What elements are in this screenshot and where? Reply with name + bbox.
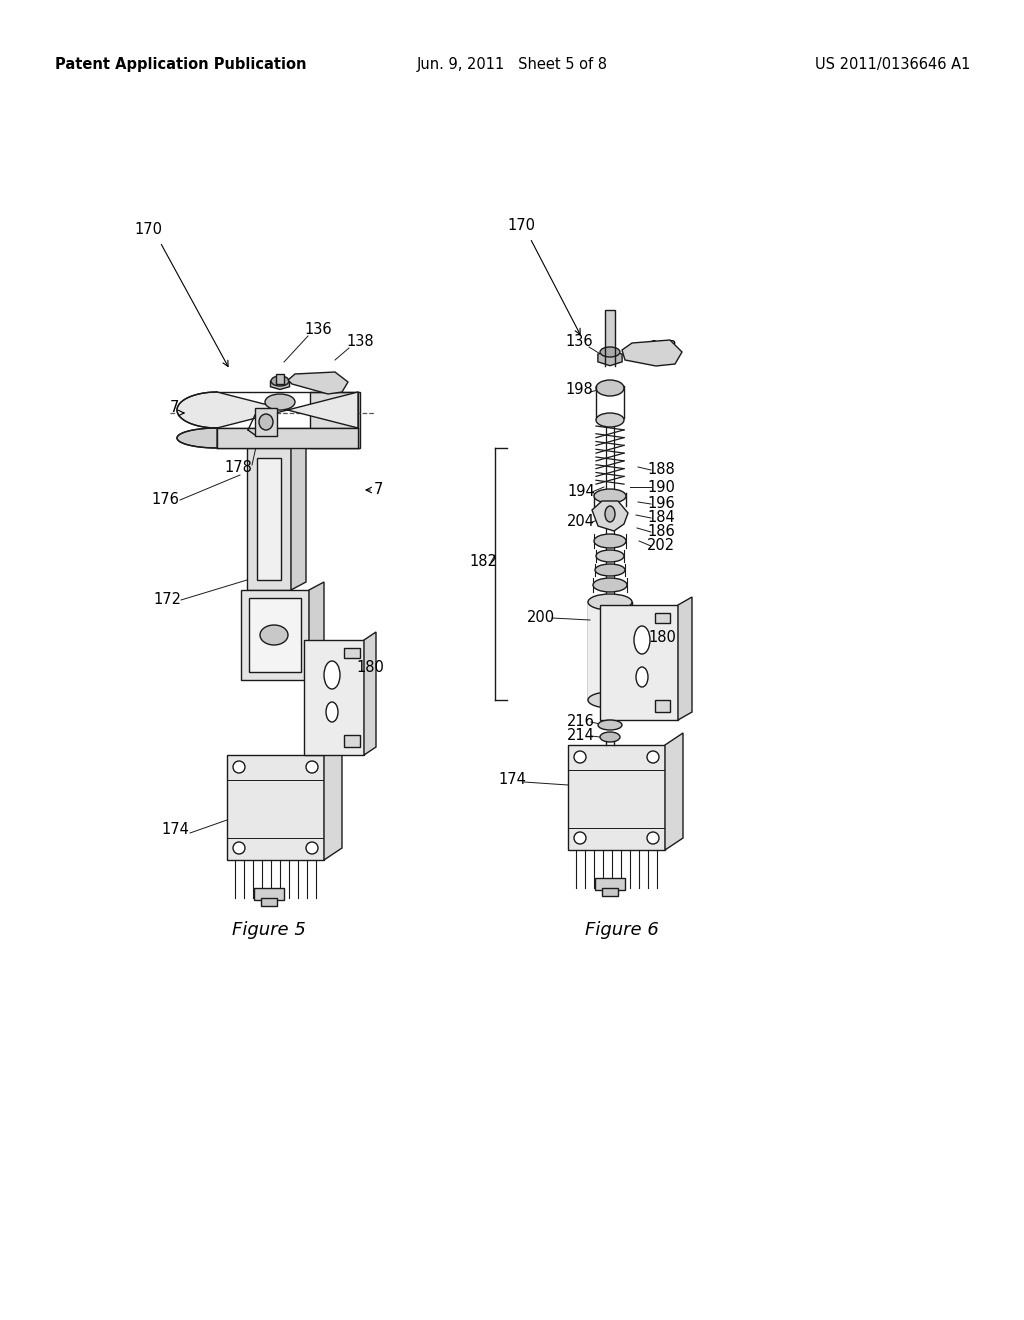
Polygon shape (310, 392, 360, 447)
Text: 174: 174 (498, 772, 526, 788)
Bar (605, 310, 615, 350)
Ellipse shape (596, 550, 624, 562)
Bar (595, 878, 625, 890)
Ellipse shape (233, 762, 245, 774)
Ellipse shape (598, 719, 622, 730)
Bar (249, 598, 301, 672)
Bar (257, 458, 281, 579)
Text: 204: 204 (567, 515, 595, 529)
Bar (255, 408, 278, 436)
Text: 178: 178 (224, 461, 252, 475)
Ellipse shape (600, 347, 620, 356)
Polygon shape (309, 582, 324, 680)
Text: 138: 138 (649, 341, 677, 355)
Text: US 2011/0136646 A1: US 2011/0136646 A1 (815, 58, 970, 73)
Text: 184: 184 (647, 511, 675, 525)
Polygon shape (177, 392, 358, 428)
Ellipse shape (588, 692, 632, 708)
Polygon shape (364, 632, 376, 755)
Bar (261, 898, 278, 906)
Ellipse shape (594, 488, 626, 503)
Text: 182: 182 (469, 554, 497, 569)
Text: 136: 136 (304, 322, 332, 338)
Polygon shape (622, 341, 682, 366)
Polygon shape (270, 379, 290, 389)
Ellipse shape (326, 702, 338, 722)
Ellipse shape (594, 535, 626, 548)
Text: 190: 190 (647, 479, 675, 495)
Ellipse shape (306, 842, 318, 854)
Ellipse shape (260, 624, 288, 645)
Polygon shape (592, 502, 628, 531)
Text: 214: 214 (567, 729, 595, 743)
Text: 176: 176 (152, 492, 179, 507)
Bar (344, 648, 360, 657)
Text: 172: 172 (153, 593, 181, 607)
Ellipse shape (634, 626, 650, 653)
Ellipse shape (596, 380, 624, 396)
Bar (655, 612, 670, 623)
Text: Figure 6: Figure 6 (585, 921, 658, 939)
Text: 180: 180 (356, 660, 384, 676)
Text: 194: 194 (567, 484, 595, 499)
Text: 202: 202 (647, 539, 675, 553)
Text: 186: 186 (647, 524, 675, 540)
Ellipse shape (306, 762, 318, 774)
Polygon shape (324, 743, 342, 861)
Bar (568, 744, 665, 850)
Ellipse shape (324, 661, 340, 689)
Ellipse shape (647, 751, 659, 763)
Text: 198: 198 (565, 383, 593, 397)
Ellipse shape (605, 506, 615, 521)
Bar (254, 888, 284, 900)
Text: 7: 7 (374, 483, 383, 498)
Polygon shape (598, 350, 623, 366)
Text: Patent Application Publication: Patent Application Publication (55, 58, 306, 73)
Text: 170: 170 (134, 223, 162, 238)
Text: 216: 216 (567, 714, 595, 730)
Bar (227, 755, 324, 861)
Polygon shape (177, 428, 217, 447)
Ellipse shape (271, 376, 289, 385)
Text: 188: 188 (647, 462, 675, 478)
Ellipse shape (588, 594, 632, 610)
Ellipse shape (600, 733, 620, 742)
Text: 196: 196 (647, 496, 675, 511)
Bar (276, 374, 284, 384)
Bar (344, 735, 360, 747)
Text: 138: 138 (346, 334, 374, 350)
Bar (602, 888, 618, 896)
Bar (304, 640, 364, 755)
Text: Jun. 9, 2011   Sheet 5 of 8: Jun. 9, 2011 Sheet 5 of 8 (417, 58, 607, 73)
Ellipse shape (574, 832, 586, 843)
Ellipse shape (636, 667, 648, 686)
Ellipse shape (574, 751, 586, 763)
Polygon shape (665, 733, 683, 850)
Polygon shape (678, 597, 692, 719)
Ellipse shape (647, 832, 659, 843)
Bar (655, 700, 670, 711)
Bar (588, 602, 632, 700)
Text: 136: 136 (565, 334, 593, 350)
Bar (600, 605, 678, 719)
Text: 200: 200 (527, 610, 555, 626)
Bar (217, 428, 358, 447)
Ellipse shape (265, 393, 295, 411)
Ellipse shape (595, 564, 625, 576)
Bar (247, 447, 291, 590)
Text: 180: 180 (648, 631, 676, 645)
Polygon shape (288, 372, 348, 393)
Text: 170: 170 (507, 219, 535, 234)
Ellipse shape (593, 578, 627, 591)
Ellipse shape (233, 842, 245, 854)
Ellipse shape (259, 414, 273, 430)
Polygon shape (291, 440, 306, 590)
Text: 174: 174 (161, 822, 189, 837)
Bar (241, 590, 309, 680)
Ellipse shape (596, 413, 624, 426)
Text: 7: 7 (169, 400, 178, 416)
Text: Figure 5: Figure 5 (232, 921, 306, 939)
